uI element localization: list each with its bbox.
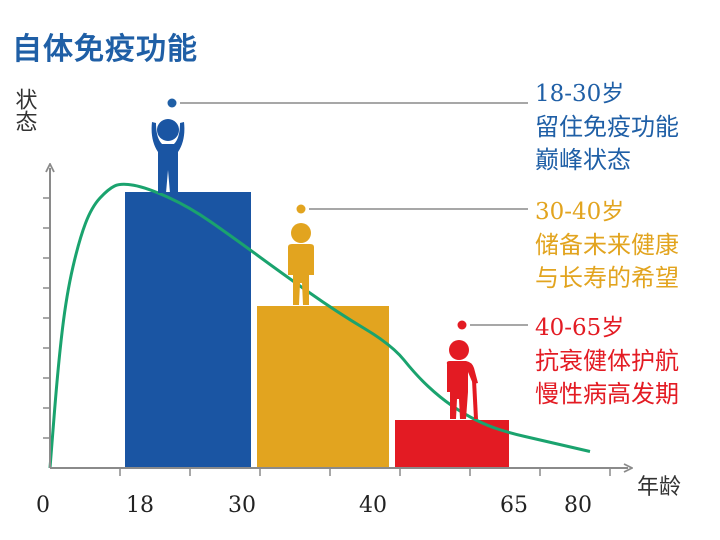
x-axis-label: 年龄 <box>637 475 681 500</box>
y-axis-label: 状态 <box>12 88 38 132</box>
elderly-person-cane-icon <box>446 340 478 419</box>
leader-line-30-40 <box>296 204 528 214</box>
annotation-line: 与长寿的希望 <box>535 264 679 292</box>
x-tick-label: 80 <box>564 493 592 518</box>
x-axis-ticks <box>119 468 611 476</box>
y-axis-ticks <box>43 197 50 439</box>
person-standing-icon <box>288 223 314 305</box>
annotation-line: 慢性病高发期 <box>535 380 679 408</box>
x-tick-label: 65 <box>500 493 528 518</box>
curve-layer <box>48 182 591 469</box>
annotation-line: 巅峰状态 <box>535 146 631 174</box>
bar-30-40 <box>257 306 389 467</box>
annotation-line: 储备未来健康 <box>535 231 679 259</box>
immune-function-curve <box>48 182 591 469</box>
leader-line-18-30 <box>167 98 528 108</box>
x-tick-label: 30 <box>228 493 256 518</box>
x-tick-label: 40 <box>359 493 387 518</box>
annotation-age: 30-40岁 <box>535 199 625 225</box>
annotation-line: 留住免疫功能 <box>535 113 679 141</box>
annotation-40-65: 40-65岁 抗衰健体护航 慢性病高发期 <box>535 312 679 411</box>
annotation-line: 抗衰健体护航 <box>535 347 679 375</box>
chart-title: 自体免疫功能 <box>12 32 198 67</box>
x-tick-label: 0 <box>36 493 50 518</box>
person-arms-raised-icon <box>151 119 185 193</box>
x-tick-label: 18 <box>126 493 154 518</box>
annotation-18-30: 18-30岁 留住免疫功能 巅峰状态 <box>535 78 679 177</box>
bar-18-30 <box>125 192 251 467</box>
annotation-age: 18-30岁 <box>535 81 625 107</box>
bars-layer <box>125 192 509 467</box>
leader-line-40-65 <box>457 320 528 330</box>
annotation-age: 40-65岁 <box>535 315 625 341</box>
annotation-30-40: 30-40岁 储备未来健康 与长寿的希望 <box>535 196 679 295</box>
